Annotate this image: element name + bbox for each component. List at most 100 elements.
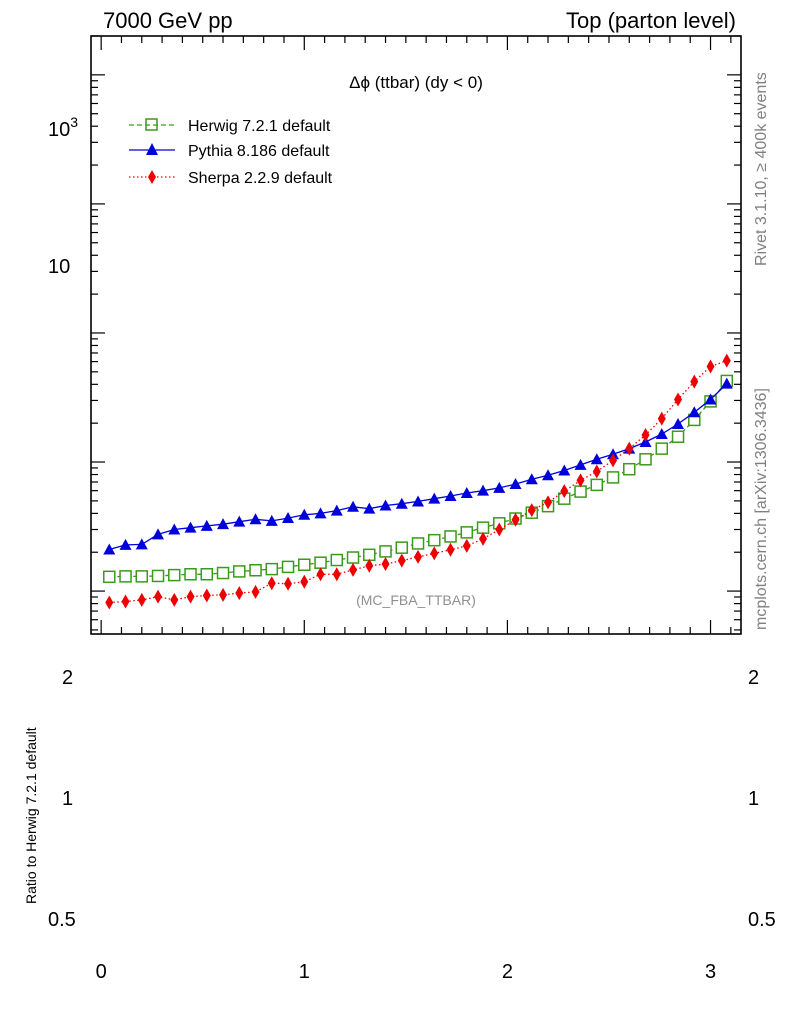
data-point [298,558,311,571]
data-point [476,521,490,534]
series-line [109,360,728,604]
data-point [495,522,504,537]
data-point [574,458,587,470]
data-point [168,568,181,582]
legend-entry-sherpa: Sherpa 2.2.9 default [129,170,333,187]
ratio-ylabel: Ratio to Herwig 7.2.1 default [23,727,39,904]
data-point [103,570,116,584]
data-point [688,406,701,418]
data-point [154,589,163,604]
data-point [184,568,197,581]
main-axis-ticks [91,35,741,634]
data-point [493,481,506,493]
data-point [152,528,165,540]
data-point [412,495,425,507]
data-point [363,502,376,514]
data-point [576,473,585,488]
data-point [444,530,457,543]
data-point [446,542,455,557]
y-tick-label-10: 10 [48,256,70,278]
data-point [625,441,634,456]
data-point [265,562,279,576]
data-point [316,567,325,582]
data-point [674,392,683,407]
data-point [379,499,392,511]
ratio-tick-right-2: 2 [748,667,759,689]
data-point [249,513,262,525]
data-point [281,560,295,574]
data-point [121,594,130,609]
data-point [590,453,603,465]
data-point [544,495,553,510]
ratio-tick-left-1: 1 [62,788,73,810]
legend-entry-pythia: Pythia 8.186 default [129,143,330,160]
data-point [137,592,146,607]
x-tick-label: 3 [705,961,716,983]
ratio-tick-right-0.5: 0.5 [748,909,776,931]
data-point [509,478,522,490]
data-point [267,576,276,591]
data-point [363,548,376,562]
data-point [704,393,717,405]
data-point [330,553,344,567]
data-point [527,503,536,518]
data-point [641,427,650,442]
data-point [298,508,311,520]
data-point [265,514,278,526]
data-point [202,588,211,603]
main-plot-frame [90,35,742,635]
legend-label-herwig: Herwig 7.2.1 default [188,118,331,135]
data-point [479,531,488,546]
data-point [672,418,685,430]
data-point [233,515,246,527]
data-point [414,549,423,564]
data-point [349,562,358,577]
ratio-tick-right-1: 1 [748,788,759,810]
data-point [105,595,114,610]
data-point [411,537,425,550]
data-point [119,570,132,583]
data-point [135,570,149,583]
data-point [186,589,195,604]
data-point [606,471,620,484]
data-point [217,518,230,530]
rivet-version-label: Rivet 3.1.10, ≥ 400k events [753,72,770,266]
data-point [395,497,408,509]
data-point [720,377,733,389]
legend-label-sherpa: Sherpa 2.2.9 default [188,170,333,187]
data-point [460,526,474,539]
data-point [379,545,392,558]
data-point [395,541,409,554]
data-point [722,353,731,368]
data-point [330,504,343,516]
series-2 [105,353,731,610]
data-point [558,464,571,476]
x-tick-label: 1 [299,961,310,983]
data-point [251,584,260,599]
energy-label: 7000 GeV pp [103,8,233,33]
data-point [200,519,213,531]
data-point [184,521,197,533]
data-point [103,543,116,555]
data-point [460,487,473,499]
data-point [381,557,390,572]
data-point [623,462,636,476]
data-point [477,484,490,496]
data-point [170,592,179,607]
data-point [655,442,669,455]
data-point [462,538,471,553]
chart-title: Δϕ (ttbar) (dy < 0) [349,73,483,92]
analysis-watermark: (MC_FBA_TTBAR) [356,592,476,608]
data-point [639,453,652,466]
data-point [397,553,406,568]
data-point [200,568,214,581]
data-point [314,507,327,519]
data-point [365,558,374,573]
data-point [428,492,441,504]
x-tick-label: 2 [502,961,513,983]
data-point [511,512,520,527]
y-tick-label-1000: 103 [48,114,78,141]
x-tick-label: 0 [96,961,107,983]
ratio-tick-left-2: 2 [62,667,73,689]
